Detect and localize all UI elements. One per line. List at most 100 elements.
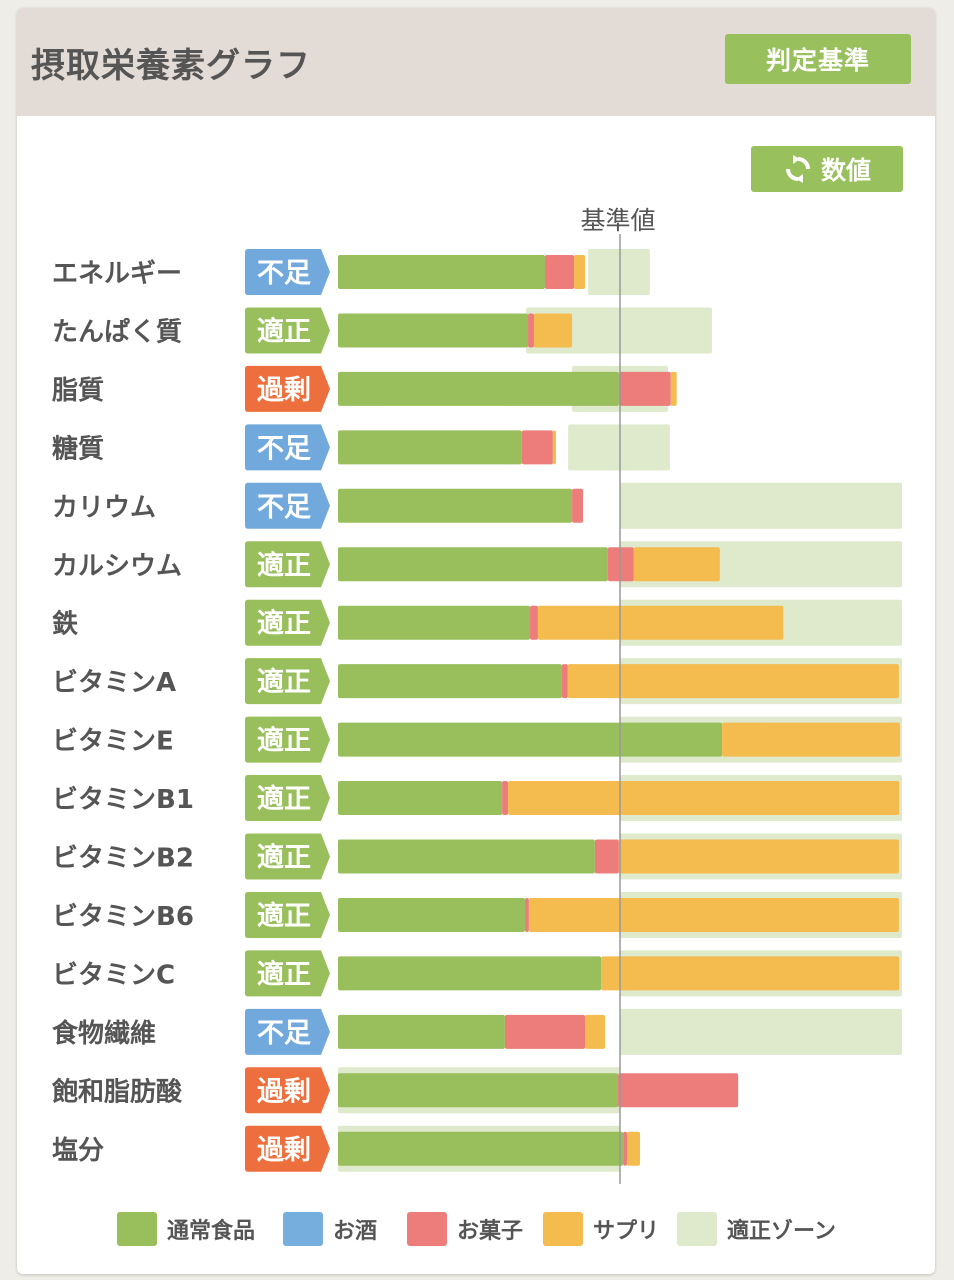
bar-segment-normal bbox=[338, 430, 522, 465]
legend-swatch-supplement bbox=[543, 1212, 583, 1246]
legend-label-zone: 適正ゾーン bbox=[727, 1219, 836, 1244]
bar-segment-snack bbox=[618, 1073, 739, 1108]
bar-segment-supplement bbox=[528, 897, 899, 932]
bar-segment-snack bbox=[544, 255, 575, 289]
criteria-button[interactable]: 判定基準 bbox=[725, 34, 911, 84]
zone-band bbox=[620, 482, 902, 529]
bar-segment-supplement bbox=[670, 371, 677, 406]
bar-segment-snack bbox=[528, 313, 534, 348]
status-badge bbox=[245, 833, 330, 880]
status-badge-label: 不足 bbox=[257, 433, 311, 464]
legend-label-alcohol: お酒 bbox=[333, 1219, 378, 1244]
bar-segment-supplement bbox=[585, 1014, 606, 1049]
status-badge-label: 過剰 bbox=[257, 375, 311, 406]
status-badge-label: 不足 bbox=[257, 1018, 311, 1049]
legend-swatch-snack bbox=[407, 1212, 447, 1246]
status-badge bbox=[245, 658, 330, 705]
legend-swatch-normal bbox=[117, 1212, 157, 1246]
legend-item-alcohol: お酒 bbox=[283, 1211, 377, 1247]
legend-swatch-alcohol bbox=[283, 1212, 323, 1246]
status-badge bbox=[245, 249, 330, 295]
status-badge bbox=[245, 307, 330, 354]
zone-band bbox=[526, 307, 712, 354]
nutrient-graph-card: 摂取栄養素グラフ 判定基準 数値 エネルギー 不足 たんぱく質 適正 脂質 過剰 糖質 不足カ… bbox=[17, 8, 935, 1274]
bar-segment-normal bbox=[338, 839, 595, 874]
category-label: ビタミンB1 bbox=[52, 785, 194, 815]
status-badge bbox=[245, 541, 330, 588]
status-badge bbox=[245, 891, 330, 938]
status-badge-label: 適正 bbox=[257, 549, 311, 581]
zone-band bbox=[620, 1008, 902, 1055]
status-badge-label: 適正 bbox=[257, 725, 311, 757]
category-label: エネルギー bbox=[52, 259, 182, 289]
bar-segment-snack bbox=[504, 1014, 586, 1049]
status-badge bbox=[245, 482, 330, 529]
bar-segment-snack bbox=[594, 839, 619, 874]
bar-segment-normal bbox=[338, 1073, 619, 1108]
bar-segment-supplement bbox=[574, 255, 586, 289]
category-label: ビタミンB6 bbox=[52, 902, 194, 932]
status-badge-label: 過剰 bbox=[257, 1135, 311, 1166]
refresh-icon bbox=[783, 154, 813, 184]
status-badge-label: 適正 bbox=[257, 315, 311, 347]
category-label: たんぱく質 bbox=[52, 317, 182, 347]
status-badge bbox=[245, 1008, 330, 1055]
bar-segment-snack bbox=[530, 605, 538, 640]
card-header: 摂取栄養素グラフ 判定基準 bbox=[17, 8, 935, 116]
bar-segment-normal bbox=[338, 371, 619, 406]
status-badge-label: 不足 bbox=[257, 492, 311, 523]
zone-band bbox=[588, 249, 650, 295]
legend-item-zone: 適正ゾーン bbox=[677, 1211, 836, 1247]
status-badge bbox=[245, 1125, 330, 1172]
category-label: 脂質 bbox=[52, 376, 104, 406]
status-badge-label: 適正 bbox=[257, 842, 311, 874]
status-badge bbox=[245, 1067, 330, 1114]
status-badge-label: 過剰 bbox=[257, 1076, 311, 1107]
bar-segment-normal bbox=[338, 605, 531, 640]
legend-label-supplement: サプリ bbox=[593, 1219, 660, 1244]
category-label: カリウム bbox=[52, 493, 156, 523]
bar-segment-normal bbox=[338, 1014, 505, 1049]
bar-segment-snack bbox=[521, 430, 553, 465]
legend-label-snack: お菓子 bbox=[457, 1219, 524, 1244]
bar-segment-supplement bbox=[633, 547, 720, 582]
category-label: 塩分 bbox=[52, 1136, 104, 1166]
legend-item-supplement: サプリ bbox=[543, 1211, 659, 1247]
bar-segment-normal bbox=[338, 897, 525, 932]
category-label: 鉄 bbox=[52, 609, 78, 640]
reference-label: 基準値 bbox=[580, 206, 655, 235]
bar-segment-supplement bbox=[552, 430, 556, 465]
bar-segment-supplement bbox=[567, 664, 899, 699]
status-badge-label: 適正 bbox=[257, 608, 311, 640]
bar-segment-normal bbox=[338, 722, 723, 757]
bar-segment-snack bbox=[618, 371, 671, 406]
value-button-label: 数値 bbox=[820, 156, 871, 185]
status-badge-label: 適正 bbox=[257, 900, 311, 932]
category-label: 糖質 bbox=[52, 433, 104, 464]
status-badge bbox=[245, 365, 330, 412]
category-label: ビタミンE bbox=[52, 727, 174, 757]
bar-segment-normal bbox=[338, 313, 529, 348]
bar-segment-normal bbox=[338, 1131, 624, 1166]
value-toggle-button[interactable]: 数値 bbox=[751, 146, 903, 192]
bar-segment-normal bbox=[338, 488, 573, 523]
page-title: 摂取栄養素グラフ bbox=[31, 46, 311, 86]
bar-segment-supplement bbox=[722, 722, 901, 757]
bar-segment-supplement bbox=[618, 839, 899, 874]
bar-segment-snack bbox=[572, 488, 584, 523]
category-label: カルシウム bbox=[52, 551, 182, 581]
status-badge-label: 適正 bbox=[257, 958, 311, 990]
bar-segment-supplement bbox=[627, 1131, 641, 1166]
bar-segment-snack bbox=[524, 897, 529, 932]
status-badge bbox=[245, 599, 330, 646]
bar-segment-normal bbox=[338, 664, 562, 699]
status-badge bbox=[245, 775, 330, 822]
status-badge bbox=[245, 950, 330, 997]
bar-segment-supplement bbox=[537, 605, 784, 640]
status-badge-label: 不足 bbox=[257, 258, 311, 289]
category-label: ビタミンB2 bbox=[52, 844, 194, 874]
bar-segment-supplement bbox=[508, 781, 900, 816]
category-label: 食物繊維 bbox=[52, 1018, 156, 1049]
legend-item-normal: 通常食品 bbox=[117, 1211, 255, 1247]
